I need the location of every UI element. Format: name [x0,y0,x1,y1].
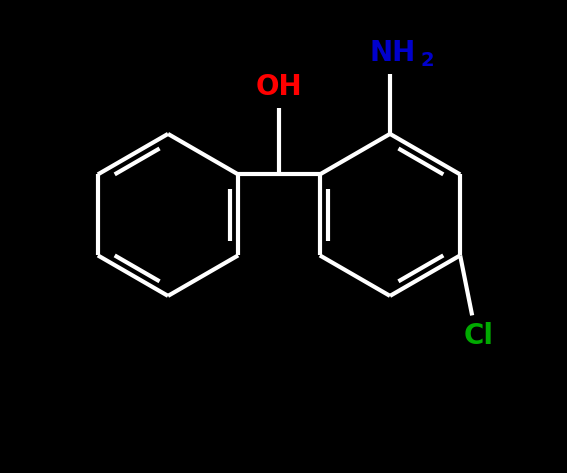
Text: OH: OH [256,73,302,101]
Text: Cl: Cl [463,323,493,350]
Text: 2: 2 [420,51,434,70]
Text: NH: NH [370,39,416,67]
